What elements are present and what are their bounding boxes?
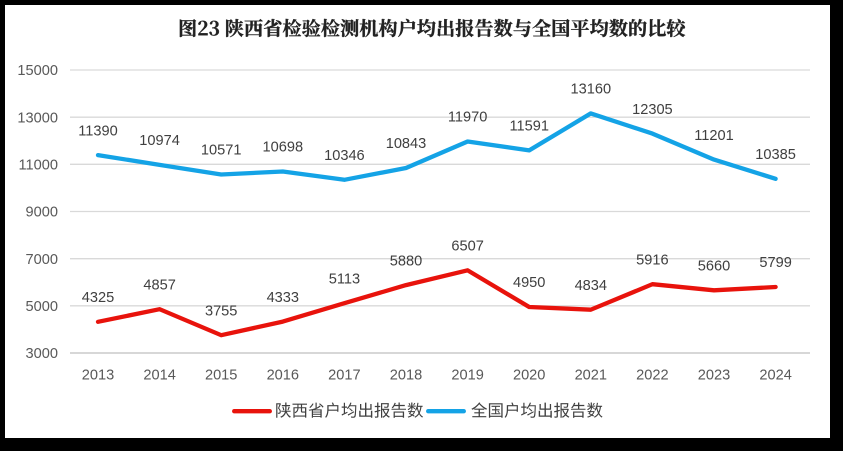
- y-axis-label: 3000: [26, 346, 58, 362]
- data-label-national: 10385: [755, 147, 796, 163]
- y-axis-label: 13000: [17, 110, 58, 126]
- data-label-shaanxi: 5799: [759, 255, 791, 271]
- data-label-national: 11591: [509, 119, 549, 135]
- legend-swatch-shaanxi[interactable]: [232, 408, 272, 414]
- data-label-shaanxi: 5916: [636, 252, 668, 268]
- data-label-national: 13160: [571, 82, 612, 98]
- data-label-shaanxi: 4857: [143, 277, 175, 293]
- x-axis-label: 2016: [267, 368, 299, 384]
- plot-area: 15000 13000 11000 9000 7000 5000 3000 2013 2014 2…: [17, 63, 810, 384]
- y-axis-label: 9000: [26, 205, 58, 221]
- chart-title-art: [179, 18, 686, 38]
- data-label-shaanxi: 5660: [698, 258, 730, 274]
- x-axis-label: 2020: [513, 368, 545, 384]
- x-axis-label: 2022: [636, 368, 668, 384]
- x-axis-label: 2014: [143, 368, 175, 384]
- data-label-shaanxi: 3755: [205, 303, 237, 319]
- series-line-national[interactable]: [95, 111, 778, 182]
- data-label-national: 10974: [139, 133, 180, 149]
- data-label-shaanxi: 4325: [82, 290, 114, 306]
- legend-label-shaanxi-text: 陕西省户均出报告数: [5, 400, 6, 401]
- data-label-national: 10843: [386, 136, 427, 152]
- y-axis-label: 5000: [26, 299, 58, 315]
- chart-canvas: 图23 陕西省检验检测机构户均出报告数与全国平均数的比较 15000130001…: [5, 5, 830, 438]
- series-line-shaanxi[interactable]: [95, 268, 778, 338]
- x-axis-label: 2015: [205, 368, 237, 384]
- data-label-shaanxi: 5113: [329, 271, 360, 287]
- data-label-national: 11970: [448, 110, 488, 126]
- x-axis-label: 2018: [390, 368, 422, 384]
- legend: 陕西省户均出报告数 全国户均出报告数: [5, 400, 830, 432]
- data-label-national: 10571: [201, 143, 242, 159]
- x-axis-label: 2021: [575, 368, 607, 384]
- data-label-shaanxi: 5880: [390, 253, 422, 269]
- data-label-shaanxi: 4950: [513, 275, 545, 291]
- y-axis-label: 15000: [17, 63, 58, 79]
- data-label-national: 10346: [324, 148, 365, 164]
- data-label-shaanxi: 6507: [451, 238, 483, 254]
- legend-label-shaanxi[interactable]: [275, 400, 425, 432]
- data-label-national: 11390: [78, 123, 118, 139]
- legend-swatch-national[interactable]: [426, 408, 466, 414]
- y-axis-label: 7000: [26, 252, 58, 268]
- legend-label-national[interactable]: [470, 400, 605, 432]
- data-label-national: 12305: [632, 102, 673, 118]
- y-axis-label: 11000: [19, 158, 59, 174]
- data-label-shaanxi: 4834: [575, 278, 607, 294]
- data-label-national: 11201: [694, 128, 734, 144]
- x-axis-label: 2023: [698, 368, 730, 384]
- data-label-shaanxi: 4333: [267, 290, 299, 306]
- legend-label-national-text: 全国户均出报告数: [5, 400, 6, 401]
- x-axis-label: 2013: [82, 368, 114, 384]
- x-axis-label: 2017: [328, 368, 360, 384]
- x-axis-label: 2019: [451, 368, 483, 384]
- data-label-national: 10698: [263, 140, 304, 156]
- x-axis-label: 2024: [759, 368, 791, 384]
- chart-title: 图23 陕西省检验检测机构户均出报告数与全国平均数的比较: [178, 15, 695, 49]
